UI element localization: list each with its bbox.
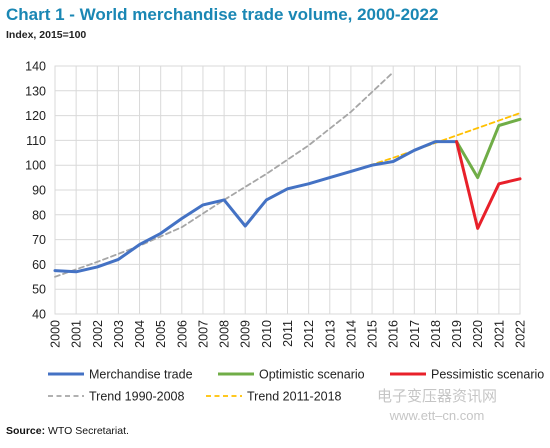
series-line-trend-2011-2018 [286, 112, 521, 190]
x-axis-ticks: 2000 2001 2002 2003 2004 2005 2006 2007 2008 2009… [49, 320, 528, 348]
series-line-pessimistic-scenario [455, 140, 522, 230]
y-tick-label: 100 [25, 159, 46, 173]
source-note: Source: WTO Secretariat. [6, 425, 129, 437]
x-tick-label: 2001 [70, 320, 84, 348]
x-tick-label: 2017 [408, 320, 422, 348]
y-tick-label: 130 [25, 84, 46, 98]
x-tick-label: 2002 [91, 320, 105, 348]
x-tick-label: 2005 [154, 320, 168, 348]
series-line-merchandise-trade [53, 140, 459, 274]
x-tick-label: 2000 [49, 320, 63, 348]
legend: Merchandise trade Optimistic scenario Pess… [48, 368, 544, 404]
x-tick-label: 2008 [218, 320, 232, 348]
legend-label-merchandise-trade: Merchandise trade [89, 368, 193, 382]
y-tick-label: 110 [26, 134, 46, 148]
y-tick-label: 50 [32, 283, 46, 297]
x-tick-label: 2015 [366, 320, 380, 348]
x-tick-label: 2012 [302, 320, 316, 348]
watermark-url: www.ett–cn.com [389, 408, 485, 423]
y-tick-label: 70 [32, 233, 46, 247]
line-chart: 40 50 60 70 80 90 100 110 120 130 140 2000 2001 2002… [25, 60, 544, 404]
x-tick-label: 2007 [196, 320, 210, 348]
x-tick-label: 2013 [323, 320, 337, 348]
x-tick-label: 2004 [133, 320, 147, 348]
x-tick-label: 2020 [471, 320, 485, 348]
x-tick-label: 2009 [239, 320, 253, 348]
watermark: 电子变压器资讯网 www.ett–cn.com [342, 387, 532, 425]
y-axis-ticks: 40 50 60 70 80 90 100 110 120 130 140 [25, 60, 46, 322]
y-tick-label: 120 [25, 109, 46, 123]
x-tick-label: 2010 [260, 320, 274, 348]
x-tick-label: 2011 [281, 320, 295, 347]
x-tick-label: 2003 [112, 320, 126, 348]
x-tick-label: 2018 [429, 320, 443, 348]
legend-label-trend-2011-2018: Trend 2011-2018 [247, 390, 342, 404]
y-tick-label: 60 [32, 258, 46, 272]
chart-subtitle: Index, 2015=100 [6, 29, 87, 41]
source-text: WTO Secretariat. [48, 425, 129, 437]
x-tick-label: 2016 [387, 320, 401, 348]
source-label: Source: [6, 425, 46, 437]
watermark-title: 电子变压器资讯网 [376, 388, 497, 405]
x-tick-label: 2022 [514, 320, 528, 348]
x-tick-label: 2014 [344, 320, 358, 348]
x-tick-label: 2019 [450, 320, 464, 348]
legend-label-pessimistic-scenario: Pessimistic scenario [431, 368, 544, 382]
y-tick-label: 90 [32, 184, 46, 198]
x-tick-label: 2006 [175, 320, 189, 348]
series-line-optimistic-scenario [455, 117, 522, 180]
legend-label-trend-1990-2008: Trend 1990-2008 [89, 390, 184, 404]
series-lines [53, 71, 522, 278]
y-tick-label: 140 [25, 60, 46, 74]
x-tick-label: 2021 [492, 320, 506, 348]
legend-label-optimistic-scenario: Optimistic scenario [259, 368, 365, 382]
y-tick-label: 80 [32, 208, 46, 222]
y-tick-label: 40 [32, 308, 46, 322]
chart-title: Chart 1 - World merchandise trade volume… [6, 5, 439, 24]
